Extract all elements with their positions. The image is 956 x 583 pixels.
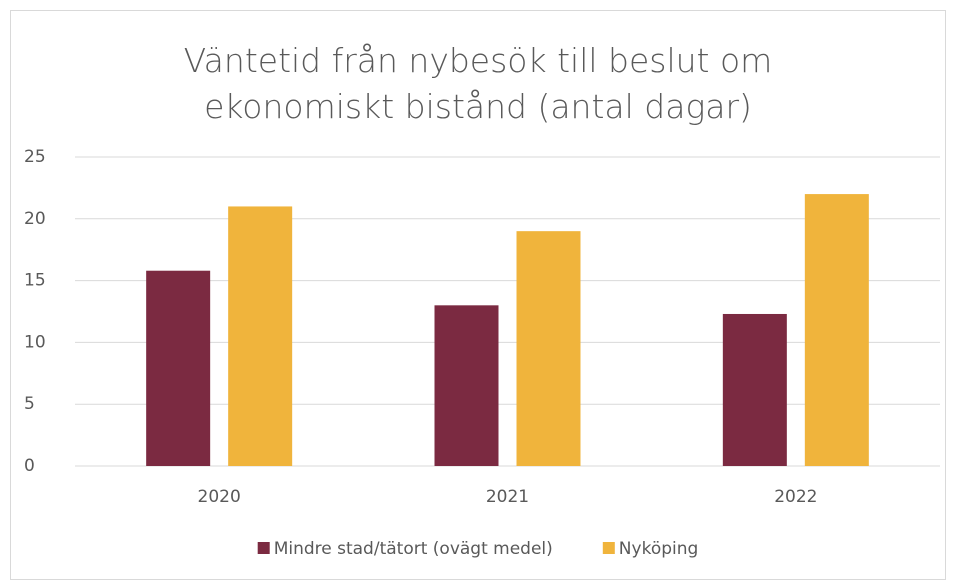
y-tick-label: 15	[24, 271, 46, 291]
x-tick-label: 2021	[486, 487, 529, 507]
legend-swatch	[602, 542, 615, 554]
bar	[722, 313, 787, 466]
bar	[434, 305, 499, 466]
legend-label: Nyköping	[619, 539, 699, 559]
legend-label: Mindre stad/tätort (ovägt medel)	[274, 539, 553, 559]
y-tick-label: 0	[24, 456, 35, 476]
chart-title: Väntetid från nybesök till beslut om eko…	[183, 41, 773, 126]
x-tick-label: 2022	[774, 487, 817, 507]
bar	[146, 270, 211, 466]
bar	[228, 206, 293, 466]
bar	[516, 231, 581, 466]
bar	[804, 194, 869, 466]
y-tick-label: 25	[24, 147, 46, 167]
y-tick-label: 20	[24, 209, 46, 229]
legend-swatch	[257, 542, 270, 554]
chart-frame	[10, 10, 946, 580]
x-tick-label: 2020	[198, 487, 241, 507]
y-tick-label: 5	[24, 394, 35, 414]
y-tick-label: 10	[24, 332, 46, 352]
